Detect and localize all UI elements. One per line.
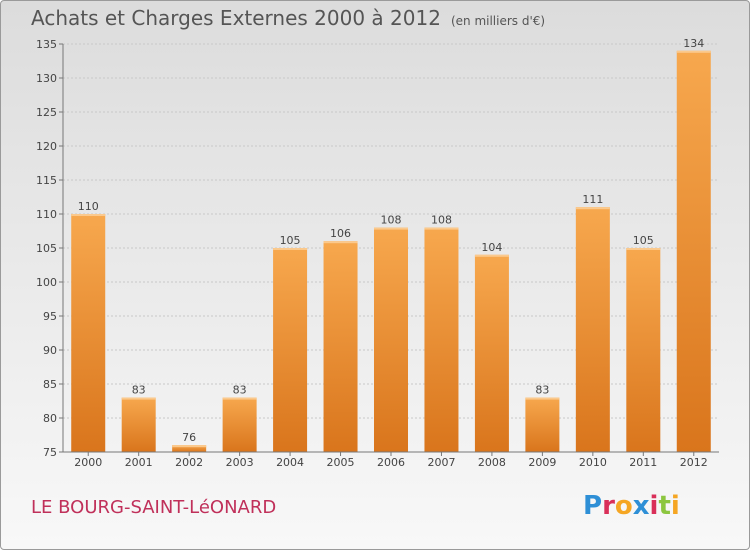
data-label: 108 (431, 214, 452, 227)
y-tick-label: 95 (43, 310, 57, 323)
chart-title-text: Achats et Charges Externes 2000 à 2012 (31, 6, 441, 30)
y-tick-label: 125 (36, 106, 57, 119)
bar-2008 (474, 254, 509, 452)
logo-letter: o (614, 491, 633, 521)
x-tick-label: 2012 (680, 456, 708, 469)
data-label: 76 (182, 431, 196, 444)
logo-letter: i (649, 491, 659, 521)
chart-title: Achats et Charges Externes 2000 à 2012 (e… (31, 6, 545, 30)
bar-top-highlight (374, 227, 408, 230)
x-tick-label: 2009 (528, 456, 556, 469)
data-label: 110 (78, 200, 99, 213)
bar-2006 (374, 227, 408, 452)
bar-top-highlight (323, 241, 358, 244)
x-tick-label: 2008 (478, 456, 506, 469)
bar-2007 (424, 227, 459, 452)
x-tick-label: 2005 (327, 456, 355, 469)
data-label: 104 (481, 241, 502, 254)
logo-letter: i (670, 491, 680, 521)
bar-top-highlight (121, 397, 156, 400)
bar-top-highlight (172, 445, 207, 448)
proxiti-logo: Proxiti (583, 491, 680, 521)
bar-top-highlight (71, 214, 106, 216)
data-label: 105 (633, 234, 654, 247)
y-tick-label: 80 (43, 412, 57, 425)
x-tick-label: 2001 (125, 456, 153, 469)
data-label: 134 (683, 37, 704, 50)
bars: 110 83 76 83 105 106 108 108 104 83 111 105 134 (71, 37, 711, 453)
x-tick-label: 2006 (377, 456, 405, 469)
logo-letter: x (632, 491, 650, 521)
chart-unit: (en milliers d'€) (450, 14, 546, 28)
logo-letter: r (602, 491, 615, 521)
data-label: 108 (381, 214, 402, 227)
data-label: 111 (582, 193, 603, 206)
x-tick-label: 2011 (629, 456, 657, 469)
bar-2005 (323, 241, 358, 452)
bar-top-highlight (474, 254, 509, 257)
data-label: 83 (233, 384, 247, 397)
x-tick-label: 2002 (175, 456, 203, 469)
y-tick-label: 110 (36, 208, 57, 221)
logo-letter: t (658, 491, 671, 521)
x-tick-label: 2010 (579, 456, 607, 469)
y-tick-label: 75 (43, 446, 57, 459)
bar-2012 (676, 50, 711, 453)
x-tick-label: 2003 (226, 456, 254, 469)
y-tick-label: 135 (36, 38, 57, 51)
y-tick-label: 115 (36, 174, 57, 187)
bar-2000 (71, 214, 106, 452)
axes: 75 80 85 90 95 100 105 110 115 120 125 130 135 2000 20… (36, 38, 719, 469)
y-tick-label: 85 (43, 378, 57, 391)
bar-2010 (575, 207, 610, 452)
bar-top-highlight (424, 227, 459, 230)
y-tick-label: 90 (43, 344, 57, 357)
bar-top-highlight (676, 50, 711, 53)
bar-2011 (626, 248, 661, 452)
bar-top-highlight (626, 248, 661, 250)
bar-2001 (121, 397, 156, 452)
y-tick-label: 105 (36, 242, 57, 255)
bar-2009 (525, 397, 560, 452)
commune-name: LE BOURG-SAINT-LéONARD (31, 497, 277, 518)
bar-top-highlight (222, 397, 257, 400)
bar-top-highlight (575, 207, 610, 210)
bar-top-highlight (273, 248, 308, 250)
y-tick-label: 120 (36, 140, 57, 153)
bar-2003 (222, 397, 257, 452)
bar-top-highlight (525, 397, 560, 400)
data-label: 83 (535, 384, 549, 397)
y-tick-label: 100 (36, 276, 57, 289)
data-label: 83 (132, 384, 146, 397)
x-tick-label: 2004 (276, 456, 304, 469)
bar-2004 (273, 248, 308, 452)
x-tick-label: 2007 (427, 456, 455, 469)
data-label: 106 (330, 227, 351, 240)
y-tick-label: 130 (36, 72, 57, 85)
bar-2002 (172, 445, 207, 452)
x-tick-label: 2000 (74, 456, 102, 469)
logo-letter: P (583, 491, 603, 521)
data-label: 105 (280, 234, 301, 247)
